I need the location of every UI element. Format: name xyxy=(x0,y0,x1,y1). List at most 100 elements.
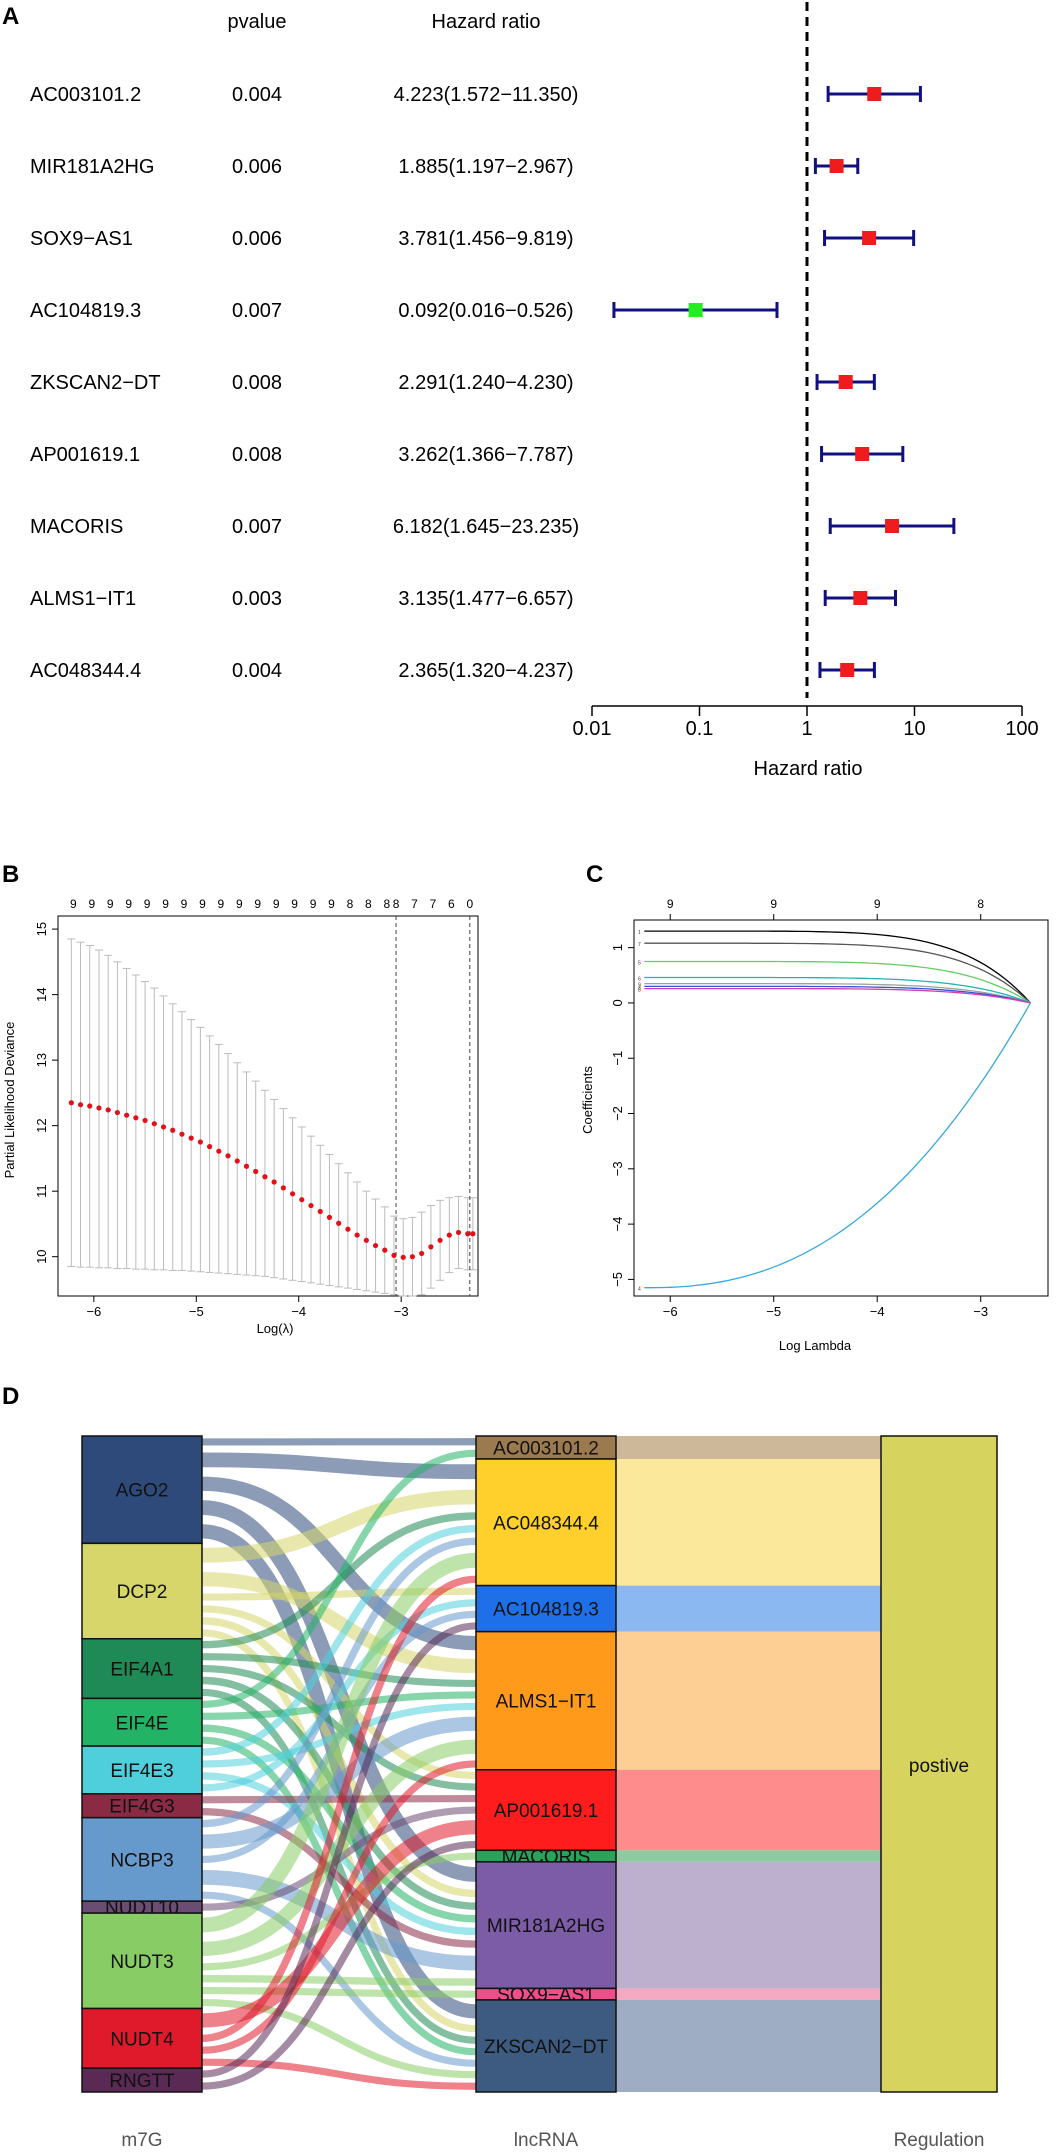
forest-x-tick-label: 1 xyxy=(801,718,812,740)
forest-hr-box xyxy=(867,87,882,101)
coef-top-count-label: 9 xyxy=(874,897,881,911)
cv-point xyxy=(133,1115,139,1121)
cv-y-tick-label: 14 xyxy=(34,987,49,1001)
sankey-link xyxy=(201,1760,477,2054)
sankey-link xyxy=(201,1476,477,1651)
sankey-link xyxy=(201,1489,477,1563)
coef-top-count-label: 9 xyxy=(770,897,777,911)
cv-top-count-label: 8 xyxy=(347,897,354,911)
cv-point xyxy=(243,1163,250,1169)
cv-point xyxy=(77,1102,84,1108)
forest-hr-box xyxy=(688,303,703,317)
coef-top-count-label: 9 xyxy=(667,897,674,911)
sankey-link xyxy=(201,1629,477,2033)
cv-top-count-label: 9 xyxy=(199,897,206,911)
cv-top-count-label: 9 xyxy=(144,897,151,911)
sankey-link xyxy=(201,1716,477,1849)
cv-point xyxy=(363,1237,369,1243)
forest-x-tick-label: 0.01 xyxy=(573,718,612,740)
sankey-regulation-band xyxy=(616,1631,899,1770)
cv-point xyxy=(308,1202,314,1209)
coef-top-count-label: 8 xyxy=(977,897,984,911)
cv-point xyxy=(382,1247,388,1253)
cv-point xyxy=(470,1231,476,1237)
sankey-m7g-label: RNGTT xyxy=(109,2071,175,2092)
coef-x-axis-title: Log Lambda xyxy=(779,1338,852,1353)
panel-label-d: D xyxy=(2,1383,19,1410)
coef-path-index-label: 4 xyxy=(638,1287,641,1293)
forest-hr-box xyxy=(885,519,900,533)
cv-point xyxy=(280,1185,286,1191)
sankey-link xyxy=(201,1552,477,1933)
sankey-link xyxy=(201,1599,477,1792)
forest-hr-text: 3.135(1.477−6.657) xyxy=(398,588,573,610)
coef-path-line xyxy=(644,982,1031,1004)
forest-x-axis-title: Hazard ratio xyxy=(754,758,863,780)
sankey-lnc-label: MIR181A2HG xyxy=(487,1916,605,1937)
forest-hr-text: 3.262(1.366−7.787) xyxy=(398,444,573,466)
sankey-m7g-node xyxy=(81,1697,203,1747)
sankey-m7g-label: EIF4G3 xyxy=(109,1797,174,1818)
sankey-m7g-label: EIF4A1 xyxy=(110,1660,173,1681)
cv-point xyxy=(253,1168,259,1175)
cv-x-tick-label: −5 xyxy=(189,1304,204,1319)
coef-path-line xyxy=(644,985,1031,1004)
coefficient-path-plot: Log Lambda Coefficients −6 −5 −4 −39 9 9 8−5−4… xyxy=(580,897,1049,1353)
coef-path-line xyxy=(644,987,1031,1004)
cv-point xyxy=(391,1252,397,1258)
cv-point xyxy=(354,1232,360,1238)
cv-top-count-label: 7 xyxy=(411,897,418,911)
sankey-axis-regulation: Regulation xyxy=(894,2130,985,2151)
sankey-link xyxy=(201,1974,477,1986)
cv-point xyxy=(372,1242,379,1249)
forest-pvalue: 0.006 xyxy=(232,156,282,178)
sankey-m7g-node xyxy=(81,2067,203,2093)
coef-path-line xyxy=(644,942,1031,1004)
coef-path-index-label: 6 xyxy=(638,977,641,983)
cv-point xyxy=(151,1121,157,1127)
sankey-link xyxy=(201,2058,477,2090)
cv-y-tick-label: 13 xyxy=(34,1053,49,1067)
cv-top-count-label: 9 xyxy=(310,897,317,911)
forest-gene-label: AC003101.2 xyxy=(30,84,141,106)
cv-top-count-label: 0 xyxy=(466,897,473,911)
forest-hr-text: 1.885(1.197−2.967) xyxy=(398,156,573,178)
cv-point xyxy=(419,1250,425,1257)
sankey-link xyxy=(201,1449,477,1708)
forest-hr-text: 2.291(1.240−4.230) xyxy=(398,372,573,394)
forest-x-tick-label: 100 xyxy=(1005,718,1038,740)
sankey-regulation-band xyxy=(616,1585,899,1632)
forest-gene-label: MACORIS xyxy=(30,516,123,538)
sankey-link xyxy=(201,1524,477,1756)
sankey-link xyxy=(201,1575,477,2043)
cv-point xyxy=(68,1100,74,1106)
cv-point xyxy=(207,1144,213,1150)
cv-y-tick-label: 12 xyxy=(34,1118,49,1132)
forest-hr-box xyxy=(853,591,868,605)
sankey-regulation-band xyxy=(616,1459,899,1586)
forest-hr-box xyxy=(838,375,853,389)
forest-pvalue: 0.004 xyxy=(232,84,282,106)
cv-top-count-label: 9 xyxy=(162,897,169,911)
cv-point xyxy=(437,1237,443,1243)
sankey-m7g-label: AGO2 xyxy=(116,1481,169,1502)
cv-point xyxy=(225,1153,231,1159)
cv-y-tick-label: 10 xyxy=(34,1249,49,1263)
coef-path-index-label: 9 xyxy=(638,983,641,989)
forest-pvalue: 0.003 xyxy=(232,588,282,610)
forest-pvalue: 0.007 xyxy=(232,300,282,322)
cv-top-count-label: 8 xyxy=(393,897,400,911)
cv-point xyxy=(271,1179,277,1185)
sankey-regulation-node xyxy=(880,1435,998,2093)
coef-y-tick-label: 0 xyxy=(610,999,625,1006)
sankey-link xyxy=(201,1587,477,1601)
cv-point xyxy=(400,1254,406,1260)
sankey-m7g-node xyxy=(81,1816,203,1902)
pvalue-header: pvalue xyxy=(228,11,287,33)
coef-x-tick-label: −5 xyxy=(766,1304,781,1319)
coef-plot-frame xyxy=(633,919,1049,1297)
sankey-regulation-band xyxy=(616,1988,899,2000)
coef-x-tick-label: −6 xyxy=(663,1304,678,1319)
forest-pvalue: 0.008 xyxy=(232,444,282,466)
sankey-link xyxy=(201,1653,477,1688)
